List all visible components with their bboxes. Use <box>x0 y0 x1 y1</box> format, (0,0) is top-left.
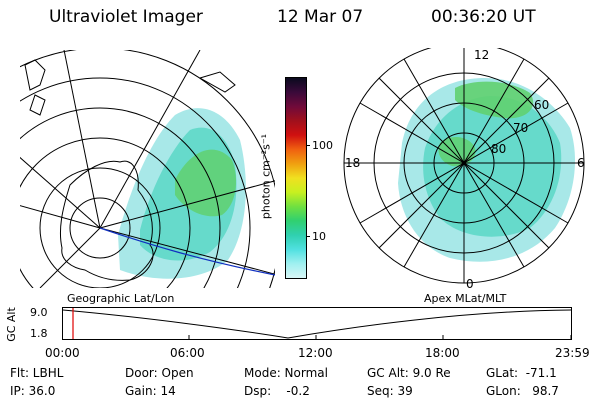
colorbar-label-100: 100 <box>312 139 333 152</box>
altitude-plot <box>62 307 572 340</box>
footer-gain: Gain: 14 <box>125 384 176 398</box>
colorbar-tick-100 <box>306 145 310 146</box>
polar-aurora-bright-top <box>455 81 534 119</box>
date-label: 12 Mar 07 <box>277 7 364 27</box>
footer-glon: GLon: 98.7 <box>486 384 559 398</box>
footer-dsp: Dsp: -0.2 <box>244 384 310 398</box>
instrument-title: Ultraviolet Imager <box>49 7 203 27</box>
altitude-ytick-max: 9.0 <box>30 306 48 319</box>
polar-aurora-mid <box>423 96 562 237</box>
mlat-label-80: 80 <box>491 142 507 156</box>
altitude-plot-frame <box>62 307 572 340</box>
altitude-curve <box>62 309 572 339</box>
altitude-ytick-min: 1.8 <box>30 327 48 340</box>
geographic-map <box>20 50 275 288</box>
mlt-label-0: 0 <box>466 277 474 291</box>
footer-mode: Mode: Normal <box>244 366 328 380</box>
polar-mlt-plot <box>343 48 585 284</box>
time-tick-0000: 00:00 <box>45 346 80 360</box>
footer-gc-alt: GC Alt: 9.0 Re <box>367 366 451 380</box>
colorbar-label-10: 10 <box>312 230 326 243</box>
footer-ip: IP: 36.0 <box>10 384 56 398</box>
colorbar <box>285 77 307 279</box>
footer-door: Door: Open <box>125 366 194 380</box>
time-tick-0600: 06:00 <box>170 346 205 360</box>
time-label: 00:36:20 UT <box>431 7 536 27</box>
footer-flt: Flt: LBHL <box>10 366 64 380</box>
mlat-label-60: 60 <box>534 98 550 112</box>
time-tick-2359: 23:59 <box>555 346 590 360</box>
time-tick-1200: 12:00 <box>298 346 333 360</box>
footer-seq: Seq: 39 <box>367 384 413 398</box>
mlt-label-12: 12 <box>474 48 490 62</box>
orbit-track <box>99 227 275 276</box>
apex-caption: Apex MLat/MLT <box>424 292 507 305</box>
footer-glat: GLat: -71.1 <box>486 366 557 380</box>
colorbar-tick-10 <box>306 236 310 237</box>
mlt-label-6: 6 <box>577 156 585 170</box>
antarctica-coastline <box>59 160 154 281</box>
mlt-label-18: 18 <box>345 156 361 170</box>
aurora-oval-bright <box>175 149 237 217</box>
mlat-label-70: 70 <box>513 121 529 135</box>
geographic-caption: Geographic Lat/Lon <box>67 292 175 305</box>
colorbar-unit-label: photon cm⁻²s⁻¹ <box>259 133 273 220</box>
time-tick-1800: 18:00 <box>425 346 460 360</box>
land-outlines <box>24 59 236 116</box>
altitude-ylabel: GC Alt <box>4 307 18 342</box>
